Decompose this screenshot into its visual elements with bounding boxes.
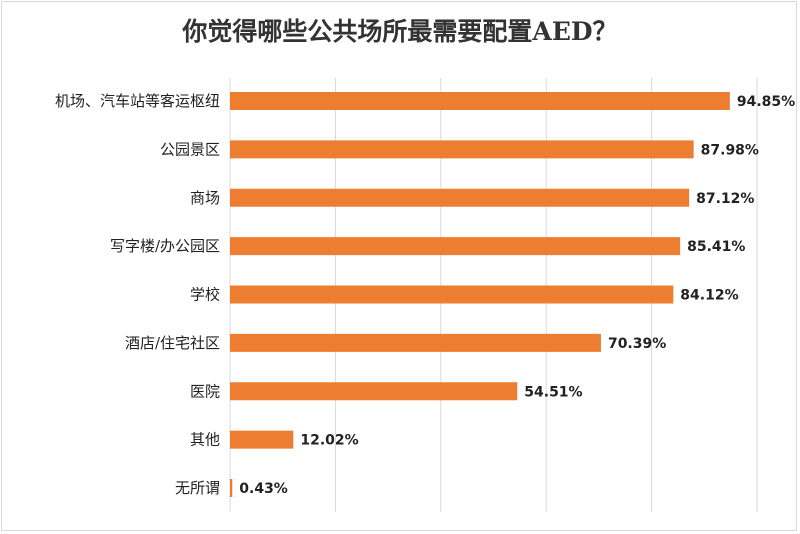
bar (230, 285, 674, 304)
data-label: 12.02% (300, 433, 358, 449)
category-label: 学校 (190, 286, 220, 304)
data-label: 85.41% (687, 239, 745, 255)
bar (230, 430, 294, 449)
category-label: 医院 (190, 382, 220, 400)
data-label: 84.12% (680, 288, 738, 304)
data-label: 54.51% (524, 384, 582, 400)
bar (230, 92, 730, 110)
category-label: 公园景区 (160, 140, 220, 158)
data-label: 87.12% (696, 191, 754, 207)
category-label: 商场 (190, 189, 220, 207)
data-label: 0.43% (239, 481, 288, 497)
data-label: 94.85% (737, 94, 795, 110)
data-label: 70.39% (608, 336, 666, 352)
category-label: 机场、汽车站等客运枢纽 (55, 92, 220, 110)
bar (230, 140, 694, 159)
category-label: 其他 (190, 431, 220, 449)
bar (230, 479, 233, 497)
category-label: 酒店/住宅社区 (125, 334, 220, 352)
bar (230, 333, 601, 352)
bar (230, 237, 681, 256)
bar (230, 382, 518, 401)
category-label: 无所谓 (175, 479, 220, 497)
data-label: 87.98% (701, 142, 759, 158)
bar (230, 188, 690, 207)
chart-title: 你觉得哪些公共场所最需要配置AED？ (182, 17, 618, 46)
category-label: 写字楼/办公园区 (110, 237, 220, 255)
